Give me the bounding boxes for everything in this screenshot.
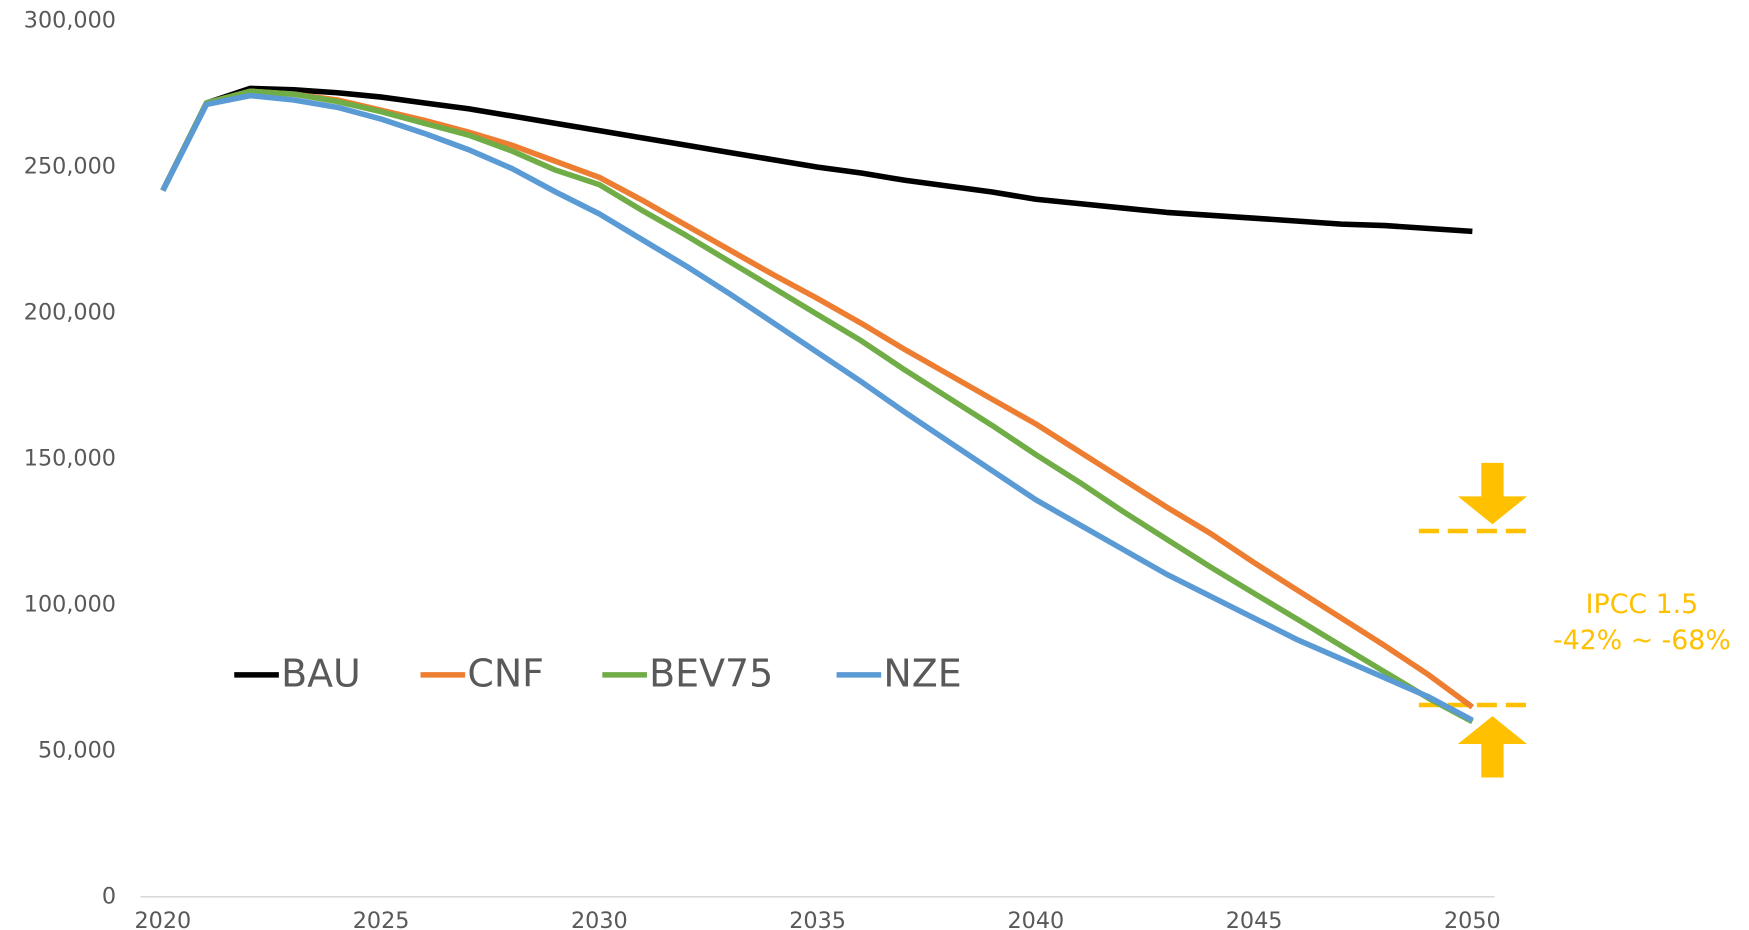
legend-item: NZE (836, 651, 962, 695)
x-tick-label: 2050 (1444, 908, 1501, 930)
series-line (160, 88, 1475, 710)
y-tick-label: 50,000 (38, 737, 116, 763)
down-arrow (1457, 462, 1528, 525)
x-tick-label: 2035 (789, 908, 846, 930)
y-tick-label: 100,000 (24, 591, 116, 617)
series-line (160, 92, 1474, 723)
x-tick-label: 2020 (134, 908, 191, 930)
annotation: IPCC 1.5 (1586, 589, 1699, 620)
legend-label: CNF (467, 651, 544, 695)
up-arrow (1457, 716, 1528, 778)
y-tick-label: 300,000 (24, 8, 116, 34)
y-tick-label: 200,000 (24, 300, 116, 326)
series-line (160, 88, 1474, 725)
x-tick-label: 2040 (1007, 908, 1064, 930)
legend-label: BEV75 (649, 651, 773, 695)
ipcc-marker (1418, 462, 1531, 778)
legend-label: NZE (883, 651, 961, 695)
x-tick-label: 2025 (353, 908, 410, 930)
legend-item: BEV75 (602, 651, 773, 695)
legend-label: BAU (281, 651, 361, 695)
annotation: -42% ~ -68% (1553, 625, 1731, 656)
legend-item: CNF (420, 651, 544, 695)
legend-item: BAU (234, 651, 361, 695)
x-tick-label: 2045 (1226, 908, 1283, 930)
x-tick-label: 2030 (571, 908, 628, 930)
y-tick-label: 0 (102, 883, 116, 909)
y-tick-label: 150,000 (24, 446, 116, 472)
y-tick-label: 250,000 (24, 154, 116, 180)
series-line (160, 85, 1473, 235)
